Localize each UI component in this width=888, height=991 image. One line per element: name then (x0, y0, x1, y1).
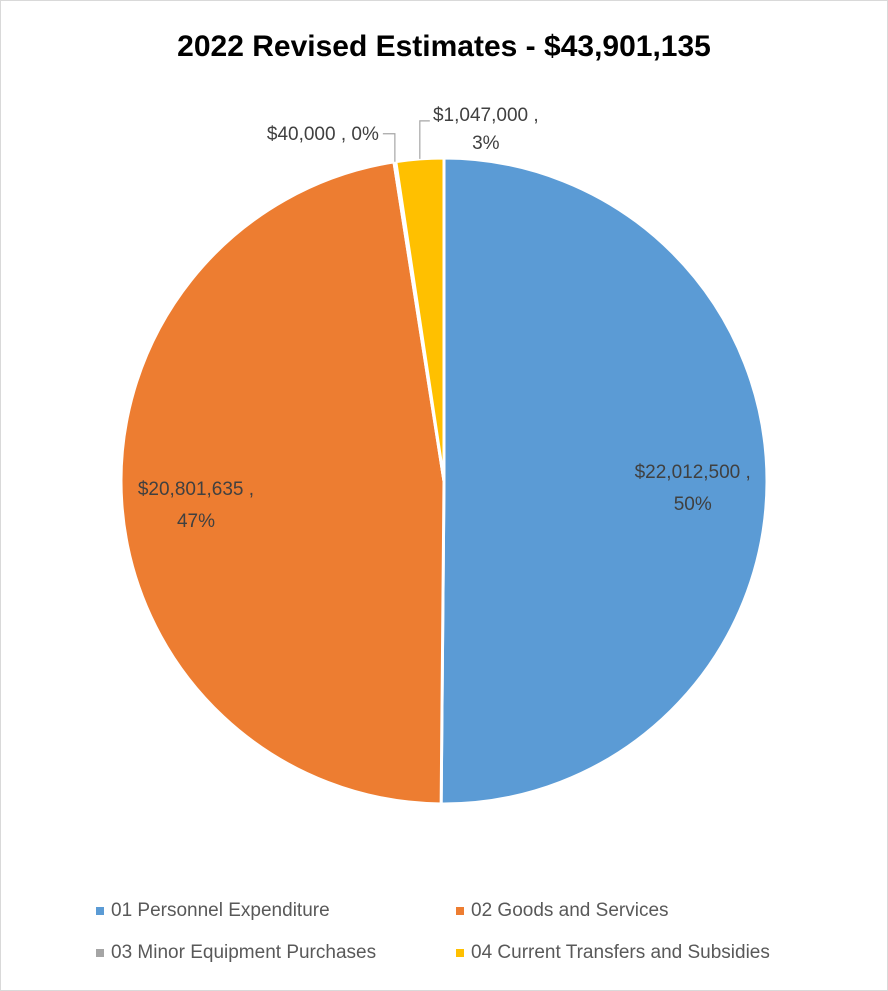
leader-lines (382, 120, 430, 162)
legend-label: 01 Personnel Expenditure (111, 900, 330, 921)
data-labels: $22,012,500 , 50% $20,801,635 , 47% $40,000 … (138, 105, 751, 532)
legend-item-current-transfers: 04 Current Transfers and Subsidies (456, 942, 856, 964)
legend-label: 03 Minor Equipment Purchases (111, 942, 377, 963)
data-label-current-transfers-pct: 3% (472, 133, 500, 154)
data-label-personnel: $22,012,500 , (635, 462, 751, 483)
leader-line-current-transfers (419, 120, 430, 159)
legend-swatch (456, 907, 464, 915)
legend-swatch (456, 949, 464, 957)
data-label-minor-equipment: $40,000 , 0% (267, 124, 379, 145)
pie-slice-current-transfers (394, 156, 446, 483)
legend-item-minor-equipment: 03 Minor Equipment Purchases (96, 942, 456, 964)
chart-legend: 01 Personnel Expenditure 02 Goods and Se… (96, 900, 876, 964)
legend-swatch (96, 907, 104, 915)
pie-slices (119, 156, 769, 806)
data-label-goods-services: $20,801,635 , (138, 479, 254, 500)
data-label-goods-services-pct: 47% (177, 511, 215, 532)
data-label-current-transfers: $1,047,000 , (433, 105, 539, 126)
legend-swatch (96, 949, 104, 957)
legend-item-goods-services: 02 Goods and Services (456, 900, 856, 922)
chart-title: 2022 Revised Estimates - $43,901,135 (177, 30, 711, 63)
pie-slice-goods-services (119, 160, 446, 806)
pie-slice-personnel (439, 156, 769, 806)
legend-item-personnel: 01 Personnel Expenditure (96, 900, 456, 922)
leader-line-minor-equipment (382, 133, 396, 162)
data-label-personnel-pct: 50% (674, 494, 712, 515)
legend-label: 04 Current Transfers and Subsidies (471, 942, 770, 963)
legend-label: 02 Goods and Services (471, 900, 669, 921)
